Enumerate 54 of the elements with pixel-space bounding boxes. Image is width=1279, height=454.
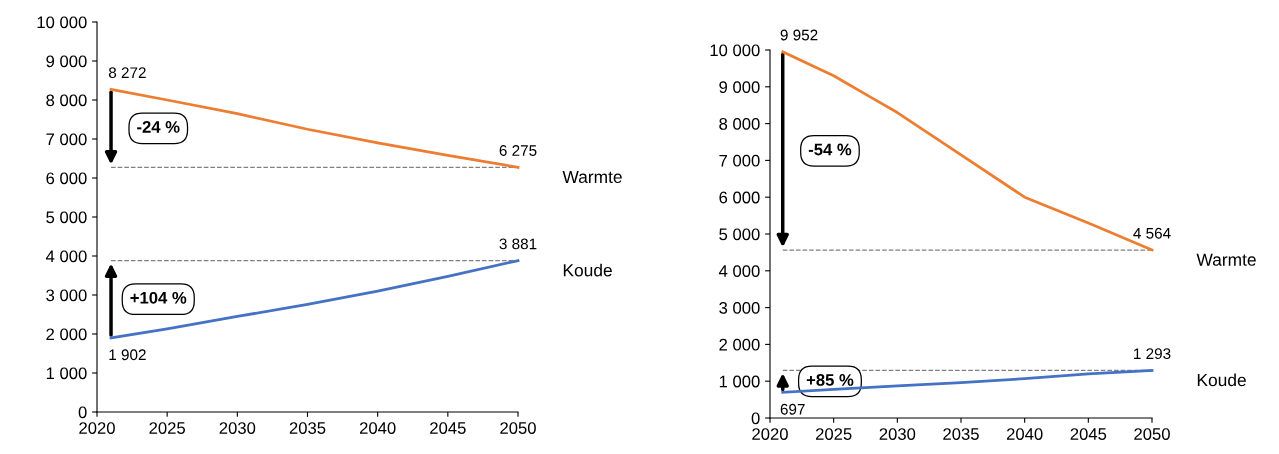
annotation: +104 % (130, 291, 187, 304)
x-tick-label: 2050 (1134, 428, 1170, 440)
y-tick-label: 6 000 (46, 172, 87, 185)
y-tick-label: 4 000 (45, 250, 87, 263)
y-tick-label: 7 000 (719, 154, 760, 167)
line-series (781, 369, 1154, 394)
text: Warmte (562, 170, 622, 184)
data-label: 9 952 (780, 29, 818, 41)
x-tick-label: 2050 (500, 422, 536, 434)
y-tick-label: 0 (751, 412, 760, 425)
y-tick-label: 8 000 (719, 118, 760, 130)
y-tick-label: 9 000 (46, 55, 87, 68)
x-tick-label: 2020 (752, 428, 788, 440)
y-tick-label: 1 000 (46, 367, 87, 380)
y-tick-label: 5 000 (719, 228, 760, 241)
text: Warmte (1196, 253, 1256, 266)
data-label: 4 564 (1133, 227, 1171, 239)
x-tick-label: 2030 (879, 428, 916, 440)
x-tick-label: 2040 (1006, 428, 1043, 440)
y-tick-label: 3 000 (46, 289, 87, 302)
y-tick-label: 2 000 (46, 328, 87, 341)
annotation: -24 % (137, 121, 180, 133)
y-tick-label: 4 000 (718, 265, 760, 277)
data-label: 697 (780, 403, 805, 415)
data-label: 3 881 (499, 238, 537, 250)
annotation: -54 % (808, 143, 852, 156)
y-tick-label: 1 000 (719, 375, 760, 388)
x-tick-label: 2020 (79, 422, 115, 434)
y-tick-label: 7 000 (46, 133, 87, 146)
data-label: 1 293 (1134, 348, 1171, 360)
x-tick-label: 2040 (359, 422, 396, 434)
y-tick-label: 3 000 (719, 302, 760, 314)
x-tick-label: 2035 (289, 422, 326, 434)
y-tick-label: 8 000 (46, 94, 87, 107)
data-label: 8 272 (108, 67, 146, 79)
text: Koude (563, 263, 612, 277)
annotation: +85 % (806, 374, 854, 386)
x-tick-label: 2045 (430, 422, 466, 434)
y-tick-label: 0 (78, 406, 87, 419)
x-tick-label: 2025 (815, 428, 852, 440)
y-tick-label: 5 000 (46, 211, 87, 224)
x-tick-label: 2035 (943, 428, 979, 440)
y-tick-label: 9 000 (719, 81, 760, 93)
y-tick-label: 10 000 (710, 44, 760, 57)
y-tick-label: 10 000 (37, 16, 87, 29)
x-tick-label: 2025 (149, 422, 186, 434)
line-series (109, 259, 520, 340)
text: Koude (1197, 373, 1246, 387)
y-tick-label: 2 000 (719, 338, 760, 351)
data-label: 6 275 (499, 145, 537, 156)
x-tick-label: 2030 (219, 422, 256, 434)
x-tick-label: 2045 (1070, 428, 1107, 440)
data-label: 1 902 (109, 349, 146, 361)
y-tick-label: 6 000 (719, 191, 760, 204)
